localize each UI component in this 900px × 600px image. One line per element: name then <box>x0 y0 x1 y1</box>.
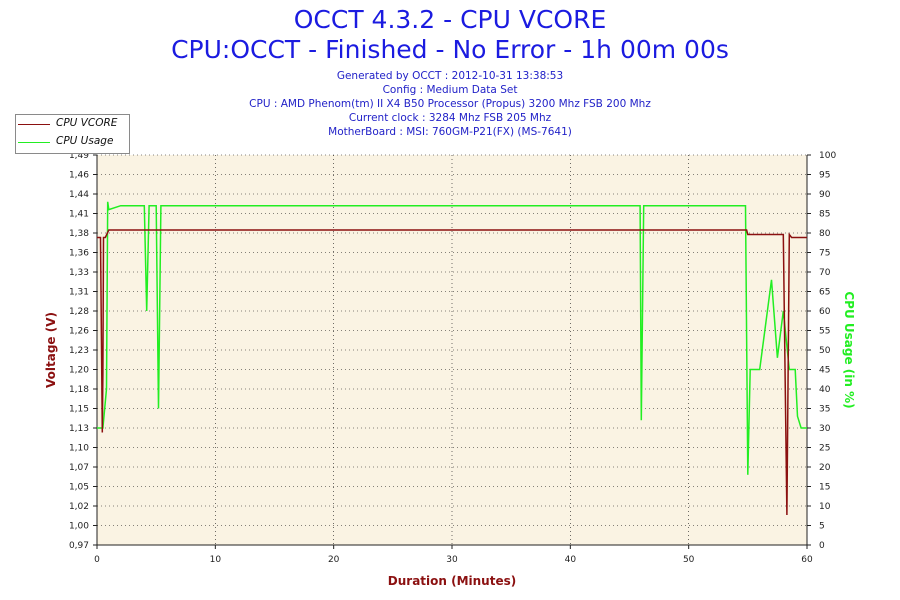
y-left-tick-label: 1,02 <box>69 502 89 512</box>
y-right-tick-label: 30 <box>819 424 831 434</box>
y-left-tick-label: 1,23 <box>69 346 89 356</box>
y-right-tick-label: 15 <box>819 483 830 493</box>
chart-title: OCCT 4.3.2 - CPU VCORE <box>293 5 607 34</box>
y-right-tick-label: 65 <box>819 288 830 298</box>
y-right-tick-label: 95 <box>819 171 830 181</box>
y-left-tick-label: 1,18 <box>69 385 89 395</box>
cpu-info: CPU : AMD Phenom(tm) II X4 B50 Processor… <box>249 98 651 110</box>
x-tick-label: 20 <box>328 555 340 565</box>
chart-subtitle: CPU:OCCT - Finished - No Error - 1h 00m … <box>171 35 729 64</box>
y-right-tick-label: 0 <box>819 541 825 551</box>
y-right-tick-label: 20 <box>819 463 831 473</box>
y-left-axis-title: Voltage (V) <box>44 312 58 388</box>
y-left-tick-label: 1,33 <box>69 268 89 278</box>
x-tick-label: 0 <box>94 555 100 565</box>
y-left-tick-label: 1,05 <box>69 483 89 493</box>
y-left-tick-label: 1,20 <box>69 366 89 376</box>
clock-info: Current clock : 3284 Mhz FSB 205 Mhz <box>348 112 552 124</box>
x-tick-label: 30 <box>446 555 458 565</box>
legend-item-vcore: CPU VCORE <box>18 116 128 132</box>
y-left-tick-label: 1,26 <box>69 327 89 337</box>
legend-item-usage: CPU Usage <box>18 134 128 150</box>
y-right-axis-title: CPU Usage (in %) <box>842 291 856 408</box>
generated-info: Generated by OCCT : 2012-10-31 13:38:53 <box>336 70 564 82</box>
series-line-cpu-vcore <box>97 229 807 516</box>
plot-area <box>97 155 807 545</box>
y-right-tick-label: 10 <box>819 502 831 512</box>
y-left-tick-label: 1,36 <box>69 249 89 259</box>
y-right-tick-label: 25 <box>819 444 830 454</box>
y-left-tick-label: 1,44 <box>69 190 89 200</box>
x-tick-label: 60 <box>801 555 813 565</box>
y-left-tick-label: 0,97 <box>69 541 89 551</box>
y-right-tick-label: 100 <box>819 151 836 161</box>
legend-label-vcore: CPU VCORE <box>56 117 118 129</box>
y-left-tick-label: 1,46 <box>69 171 89 181</box>
y-left-tick-label: 1,28 <box>69 307 89 317</box>
y-right-tick-label: 80 <box>819 229 831 239</box>
y-right-tick-label: 35 <box>819 405 830 415</box>
y-left-tick-label: 1,49 <box>69 151 89 161</box>
y-right-tick-label: 90 <box>819 190 831 200</box>
legend-label-usage: CPU Usage <box>56 135 114 147</box>
motherboard-info: MotherBoard : MSI: 760GM-P21(FX) (MS-764… <box>328 126 572 138</box>
y-left-tick-label: 1,15 <box>69 405 89 415</box>
config-info: Config : Medium Data Set <box>382 84 518 96</box>
y-left-tick-label: 1,41 <box>69 210 89 220</box>
y-right-tick-label: 50 <box>819 346 831 356</box>
x-tick-label: 40 <box>565 555 577 565</box>
y-right-tick-label: 70 <box>819 268 831 278</box>
x-tick-label: 50 <box>683 555 695 565</box>
legend-swatch-usage <box>18 142 50 143</box>
y-left-tick-label: 1,38 <box>69 229 89 239</box>
legend: CPU VCORE CPU Usage <box>15 114 130 154</box>
y-right-tick-label: 85 <box>819 210 830 220</box>
y-left-tick-label: 1,07 <box>69 463 89 473</box>
y-left-tick-label: 1,00 <box>69 522 89 532</box>
x-tick-label: 10 <box>210 555 222 565</box>
y-right-tick-label: 5 <box>819 522 825 532</box>
y-right-tick-label: 40 <box>819 385 831 395</box>
y-left-tick-label: 1,31 <box>69 288 89 298</box>
y-left-tick-label: 1,13 <box>69 424 89 434</box>
series-line-cpu-usage <box>97 201 807 475</box>
y-right-tick-label: 45 <box>819 366 830 376</box>
y-right-tick-label: 55 <box>819 327 830 337</box>
y-right-tick-label: 60 <box>819 307 831 317</box>
x-axis-title: Duration (Minutes) <box>388 574 516 588</box>
y-left-tick-label: 1,10 <box>69 444 89 454</box>
legend-swatch-vcore <box>18 124 50 125</box>
y-right-tick-label: 75 <box>819 249 830 259</box>
